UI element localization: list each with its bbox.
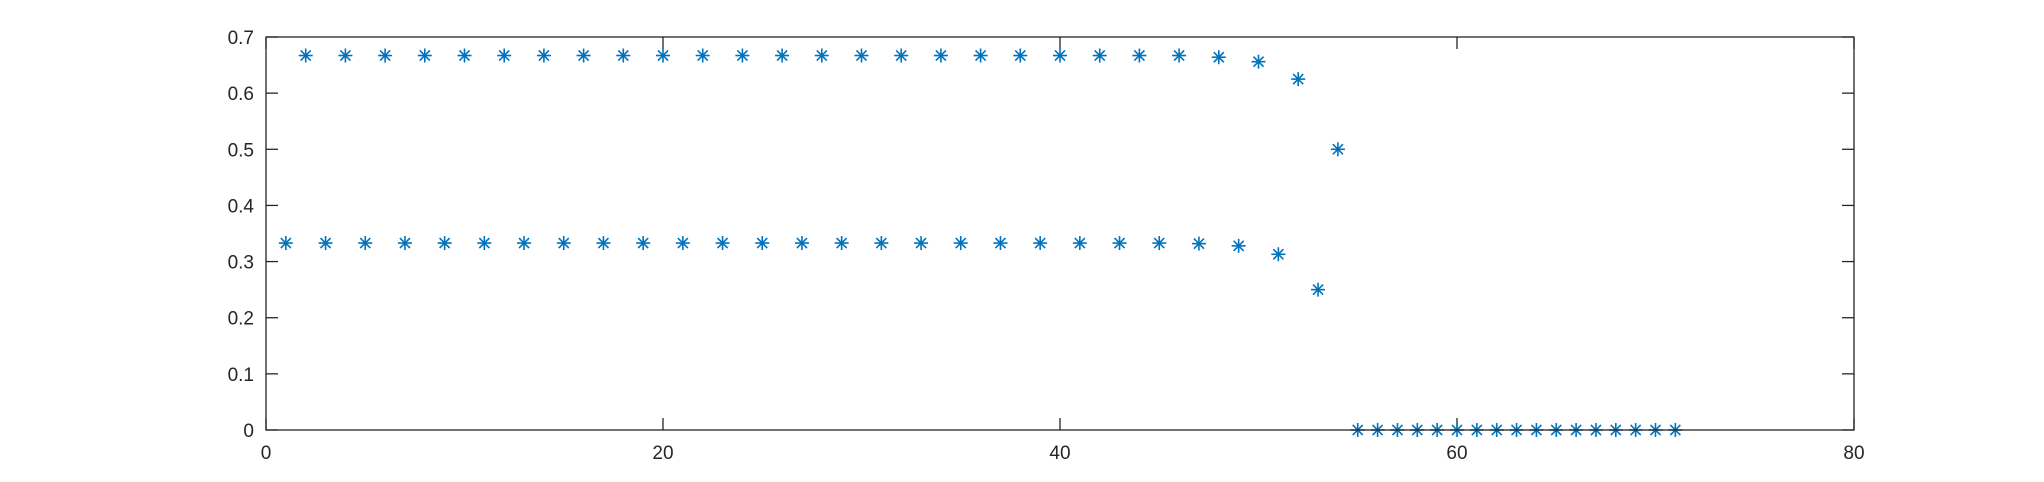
data-point bbox=[477, 236, 492, 251]
y-tick-label: 0.6 bbox=[228, 84, 254, 105]
data-point bbox=[656, 48, 670, 63]
data-point bbox=[576, 48, 591, 63]
data-point bbox=[933, 48, 948, 63]
data-point bbox=[378, 48, 393, 63]
data-point bbox=[894, 48, 909, 63]
y-tick-label: 0.7 bbox=[228, 28, 254, 49]
data-point bbox=[675, 236, 690, 251]
data-point bbox=[1112, 236, 1127, 251]
data-point bbox=[517, 236, 532, 251]
data-point bbox=[1271, 247, 1286, 262]
data-point bbox=[1033, 236, 1048, 251]
data-point bbox=[616, 48, 631, 63]
data-point bbox=[596, 236, 611, 251]
data-point bbox=[556, 236, 571, 251]
data-point bbox=[1251, 54, 1266, 69]
data-point bbox=[1291, 72, 1306, 87]
data-point bbox=[278, 236, 293, 251]
data-point bbox=[358, 236, 373, 251]
data-point bbox=[1053, 48, 1067, 63]
data-point bbox=[914, 236, 929, 251]
data-point bbox=[775, 48, 790, 63]
x-tick-label: 80 bbox=[1843, 443, 1864, 464]
data-point bbox=[1092, 48, 1107, 63]
data-point bbox=[1072, 236, 1087, 251]
y-tick-label: 0.1 bbox=[228, 365, 254, 386]
y-tick-label: 0.4 bbox=[228, 196, 255, 217]
x-tick-label: 20 bbox=[652, 443, 673, 464]
data-point bbox=[298, 48, 313, 63]
y-tick-label: 0.2 bbox=[228, 309, 254, 330]
data-point bbox=[1311, 282, 1326, 297]
data-point bbox=[735, 48, 750, 63]
data-point bbox=[1013, 48, 1028, 63]
data-point bbox=[497, 48, 512, 63]
data-point bbox=[1211, 50, 1226, 65]
data-point bbox=[457, 48, 472, 63]
data-point bbox=[1152, 236, 1167, 251]
x-tick-label: 60 bbox=[1446, 443, 1467, 464]
y-tick-label: 0.3 bbox=[228, 253, 254, 274]
data-point bbox=[814, 48, 829, 63]
data-points bbox=[278, 48, 1683, 437]
data-point bbox=[953, 236, 968, 251]
axes: 0 20 40 60 80 0 0.1 0.2 0.3 0.4 0.5 0.6 0.7 bbox=[228, 28, 1865, 464]
data-point bbox=[874, 236, 889, 251]
data-point bbox=[1132, 48, 1147, 63]
data-point bbox=[536, 48, 551, 63]
data-point bbox=[437, 236, 452, 251]
data-point bbox=[854, 48, 869, 63]
data-point bbox=[318, 236, 333, 251]
plot-frame bbox=[265, 36, 1855, 431]
data-point bbox=[755, 236, 770, 251]
data-point bbox=[695, 48, 710, 63]
data-point bbox=[338, 48, 353, 63]
data-point bbox=[973, 48, 988, 63]
x-tick-label: 40 bbox=[1049, 443, 1070, 464]
data-point bbox=[1330, 142, 1345, 157]
plot-background bbox=[266, 37, 1854, 430]
data-point bbox=[636, 236, 651, 251]
data-point bbox=[993, 236, 1008, 251]
data-point bbox=[1191, 236, 1206, 251]
data-point bbox=[794, 236, 809, 251]
x-tick-label: 0 bbox=[261, 443, 272, 464]
data-point bbox=[834, 236, 849, 251]
data-point bbox=[715, 236, 730, 251]
data-point bbox=[417, 48, 432, 63]
data-point bbox=[397, 236, 412, 251]
data-point bbox=[1231, 238, 1246, 253]
data-point bbox=[1172, 48, 1187, 63]
y-tick-label: 0.5 bbox=[228, 140, 254, 161]
y-tick-label: 0 bbox=[243, 421, 254, 442]
